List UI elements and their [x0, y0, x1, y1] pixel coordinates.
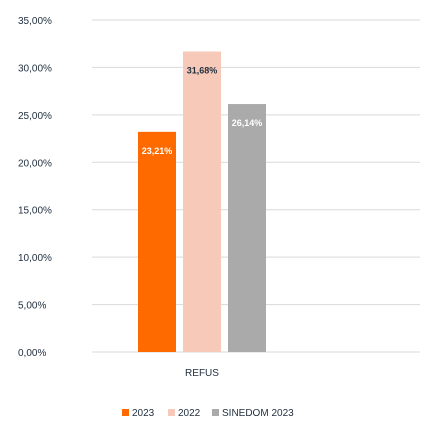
data-label: 23,21% [142, 146, 173, 156]
legend-label: 2022 [178, 408, 201, 419]
y-tick-label: 30,00% [18, 63, 52, 74]
data-label: 31,68% [187, 65, 218, 75]
y-tick-label: 20,00% [18, 158, 52, 169]
bar-sinedom-2023 [228, 104, 266, 352]
y-tick-label: 0,00% [18, 348, 46, 359]
bar-2022 [183, 51, 221, 352]
legend-swatch [122, 409, 129, 416]
legend-label: 2023 [132, 408, 155, 419]
bar-2023 [138, 131, 176, 352]
data-label: 26,14% [232, 118, 263, 128]
data-labels: 23,21% 31,68% 26,14% [142, 65, 263, 155]
y-tick-label: 10,00% [18, 253, 52, 264]
y-tick-label: 15,00% [18, 206, 52, 217]
y-tick-label: 25,00% [18, 111, 52, 122]
legend-swatch [212, 409, 219, 416]
bars [138, 51, 266, 352]
legend-swatch [168, 409, 175, 416]
legend: 2023 2022 SINEDOM 2023 [122, 408, 294, 419]
category-label: REFUS [185, 368, 219, 379]
y-tick-label: 5,00% [18, 301, 46, 312]
y-axis-ticks: 0,00% 5,00% 10,00% 15,00% 20,00% 25,00% 30,00%… [18, 16, 52, 359]
y-tick-label: 35,00% [18, 16, 52, 27]
x-axis-labels: REFUS [185, 368, 219, 379]
legend-label: SINEDOM 2023 [222, 408, 294, 419]
